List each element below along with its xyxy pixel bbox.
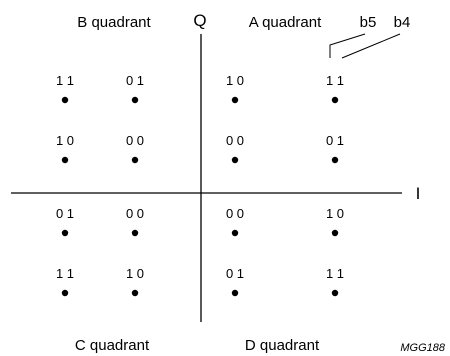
point-dot	[131, 289, 139, 297]
b4-leader-line	[341, 33, 401, 59]
constellation-point: 1 0	[56, 133, 74, 164]
constellation-point: 0 0	[126, 133, 144, 164]
point-dot	[331, 289, 339, 297]
point-bits-label: 1 1	[326, 266, 344, 281]
constellation-point: 1 1	[326, 266, 344, 297]
constellation-point: 1 0	[326, 206, 344, 237]
point-bits-label: 1 1	[326, 73, 344, 88]
figure-id-label: MGG188	[400, 342, 446, 354]
constellation-point: 1 1	[56, 266, 74, 297]
point-dot	[61, 289, 69, 297]
point-bits-label: 0 1	[126, 73, 144, 88]
constellation-point: 1 0	[226, 73, 244, 104]
point-dot	[61, 229, 69, 237]
point-bits-label: 0 1	[226, 266, 244, 281]
point-dot	[331, 156, 339, 164]
point-dot	[231, 96, 239, 104]
b5-label: b5	[360, 14, 377, 31]
point-bits-label: 0 0	[226, 133, 244, 148]
point-dot	[131, 156, 139, 164]
point-bits-label: 1 0	[56, 133, 74, 148]
point-bits-label: 0 0	[126, 206, 144, 221]
point-dot	[231, 289, 239, 297]
quadrant-d-label: D quadrant	[245, 337, 320, 354]
constellation-point: 0 0	[226, 133, 244, 164]
constellation-point: 0 1	[326, 133, 344, 164]
quadrant-a-label: A quadrant	[249, 14, 322, 31]
constellation-point: 0 0	[126, 206, 144, 237]
constellation-point: 0 1	[126, 73, 144, 104]
constellation-points: 1 1 0 1 1 0 1 1 1 0 0 0 0 0 0 1 0 1 0 0 0 0 1 0 1 1 1…	[56, 73, 344, 297]
point-bits-label: 0 1	[326, 133, 344, 148]
point-dot	[61, 96, 69, 104]
point-dot	[331, 96, 339, 104]
quadrant-b-label: B quadrant	[77, 14, 151, 31]
point-dot	[231, 156, 239, 164]
point-bits-label: 0 1	[56, 206, 74, 221]
constellation-point: 1 1	[326, 73, 344, 104]
quadrant-c-label: C quadrant	[75, 337, 150, 354]
constellation-point: 0 1	[226, 266, 244, 297]
point-bits-label: 1 1	[56, 266, 74, 281]
point-dot	[231, 229, 239, 237]
point-bits-label: 0 0	[226, 206, 244, 221]
constellation-point: 1 1	[56, 73, 74, 104]
point-bits-label: 1 0	[226, 73, 244, 88]
point-dot	[61, 156, 69, 164]
point-dot	[131, 96, 139, 104]
constellation-point: 0 1	[56, 206, 74, 237]
q-axis-label: Q	[193, 11, 206, 30]
point-bits-label: 0 0	[126, 133, 144, 148]
i-axis-label: I	[416, 184, 421, 203]
b5-leader-line	[329, 33, 366, 58]
point-dot	[131, 229, 139, 237]
point-bits-label: 1 1	[56, 73, 74, 88]
point-bits-label: 1 0	[126, 266, 144, 281]
constellation-point: 0 0	[226, 206, 244, 237]
point-bits-label: 1 0	[326, 206, 344, 221]
constellation-point: 1 0	[126, 266, 144, 297]
point-dot	[331, 229, 339, 237]
b4-label: b4	[394, 14, 411, 31]
